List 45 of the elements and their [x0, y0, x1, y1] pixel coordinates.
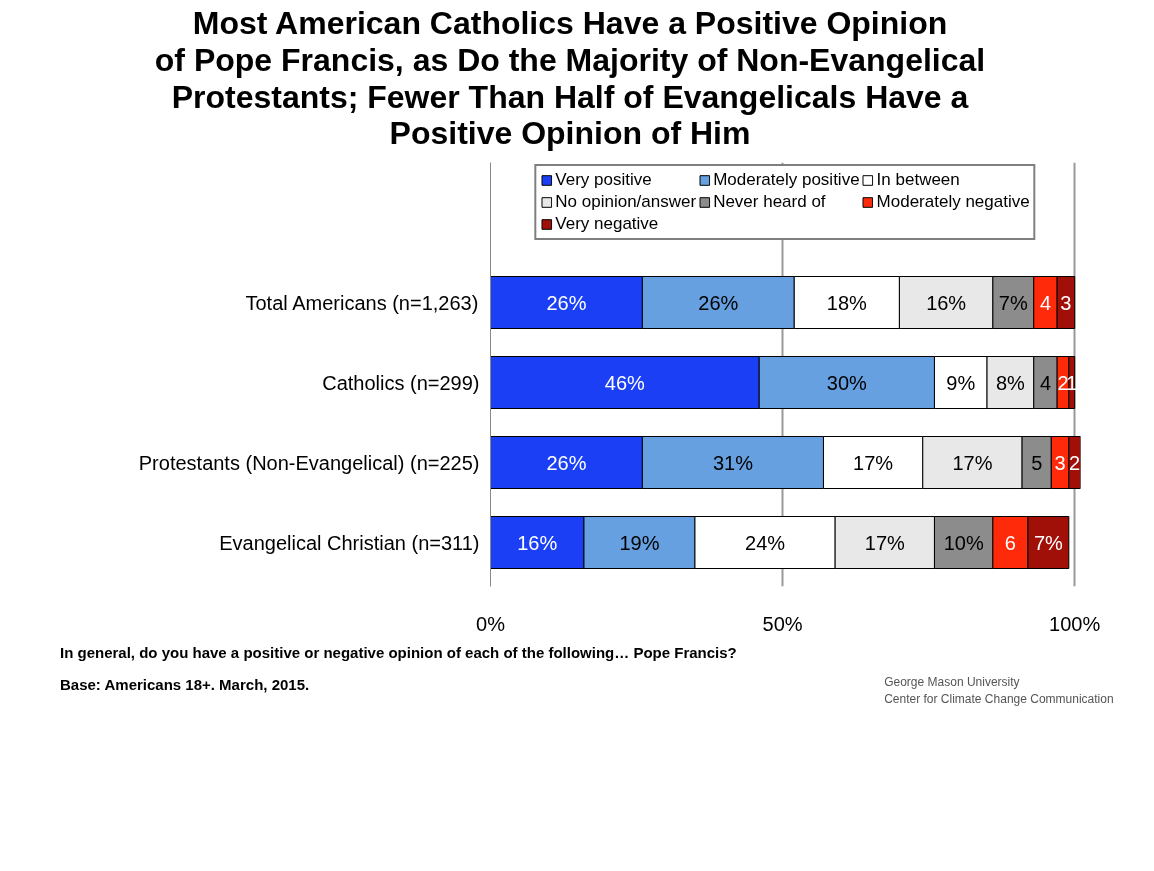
data-label: 24%	[745, 531, 786, 554]
legend-label: Very negative	[555, 214, 659, 235]
data-label: 9%	[946, 371, 976, 394]
data-label: 26%	[546, 451, 587, 474]
data-label: 31%	[712, 451, 754, 474]
y-tick-label: Evangelical Christian (n=311)	[219, 531, 480, 554]
legend-label: Never heard of	[713, 192, 826, 213]
data-label: 2	[1057, 371, 1069, 394]
data-label: 4	[1039, 371, 1052, 394]
data-label: 5	[1031, 451, 1043, 474]
legend-label: Moderately positive	[713, 170, 860, 191]
data-label: 26%	[698, 291, 739, 314]
data-label: 16%	[926, 291, 967, 314]
y-tick-label: Protestants (Non-Evangelical) (n=225)	[138, 451, 480, 474]
data-label: 7%	[1033, 531, 1064, 554]
chart-title: Most American Catholics Have a Positive Opinion of Pope Francis, as Do the Majority of Non-Evangelical Protestants; Fewer Than Half of Evangelicals Have a Positive Opinion of Him	[154, 5, 986, 153]
data-label: 18%	[826, 291, 868, 314]
text: Base: Americans 18+. March, 2015.	[60, 674, 310, 695]
data-label: 17%	[864, 531, 906, 554]
data-label: 26%	[546, 291, 587, 314]
data-label: 3	[1054, 451, 1066, 474]
x-tick-label: 100%	[1049, 612, 1101, 635]
legend-label: In between	[876, 170, 960, 191]
data-label: 3	[1060, 291, 1072, 314]
x-tick-label: 0%	[476, 612, 506, 635]
data-label: 17%	[952, 451, 993, 474]
y-tick-label: Total Americans (n=1,263)	[245, 291, 479, 314]
data-label: 10%	[943, 531, 984, 554]
x-tick-label: 50%	[762, 612, 803, 635]
data-label: 19%	[619, 531, 660, 554]
data-label: 6	[1004, 531, 1016, 554]
legend-label: Moderately negative	[876, 192, 1030, 213]
y-tick-label: Catholics (n=299)	[322, 371, 480, 394]
text: In general, do you have a positive or negative opinion of each of the following… Pope Francis?	[60, 643, 737, 664]
data-label: 30%	[826, 371, 868, 394]
data-label: 7%	[998, 291, 1028, 314]
text: George Mason University Center for Climate Change Communication	[884, 673, 1114, 708]
legend-label: Very positive	[555, 170, 652, 191]
data-label: 16%	[517, 531, 558, 554]
legend-label: No opinion/answer	[555, 192, 697, 213]
data-label: 2	[1069, 451, 1081, 474]
data-label: 4	[1039, 291, 1052, 314]
data-label: 17%	[853, 451, 894, 474]
data-label: 8%	[995, 371, 1026, 394]
data-label: 46%	[604, 371, 646, 394]
